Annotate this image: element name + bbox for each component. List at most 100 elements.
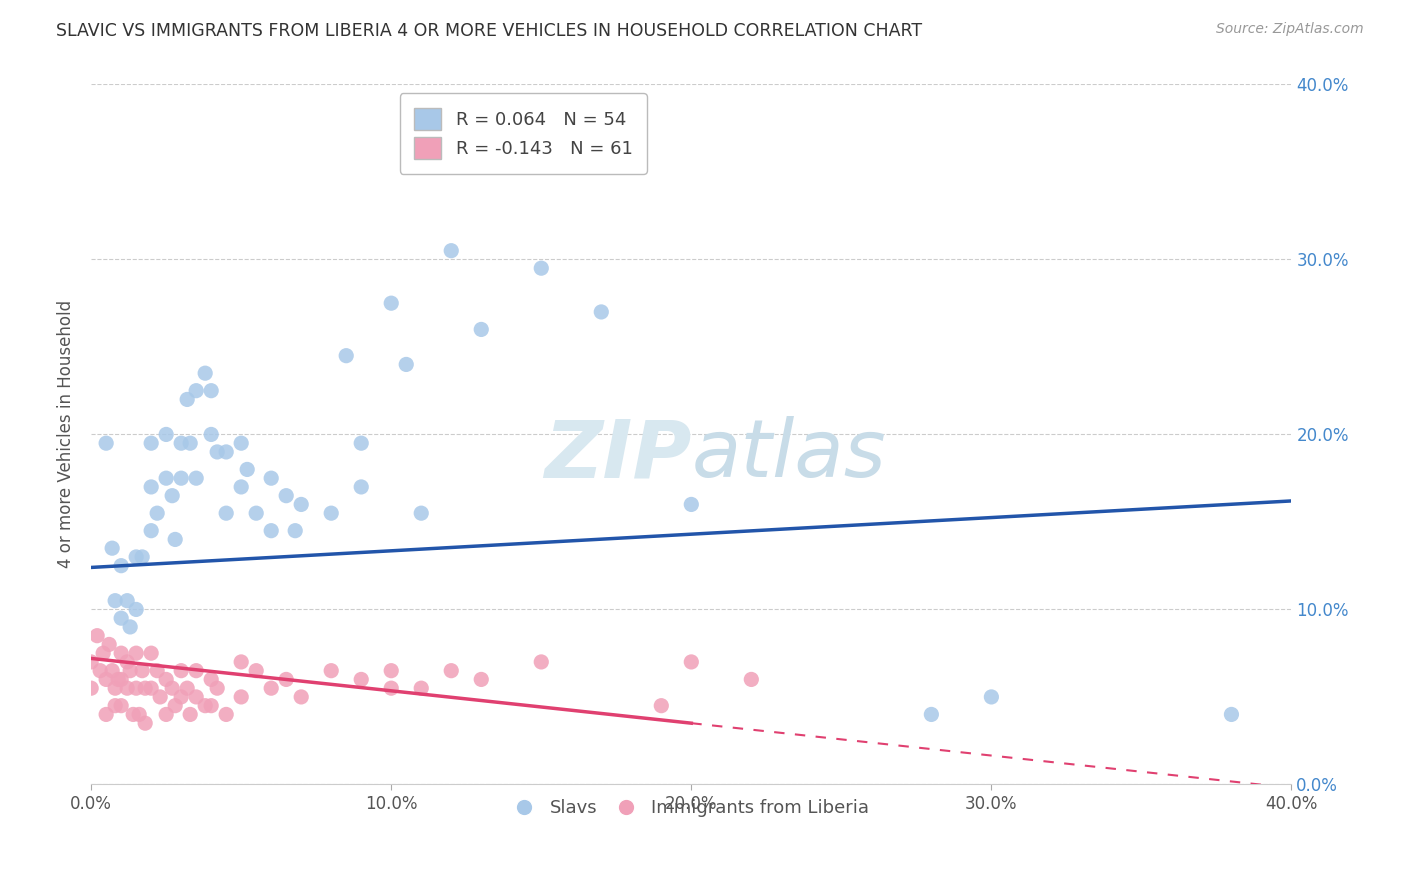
Point xyxy=(115,681,138,696)
Point xyxy=(350,673,373,687)
Point xyxy=(186,664,208,678)
Point xyxy=(96,673,118,687)
Point xyxy=(290,498,312,512)
Point xyxy=(165,533,187,547)
Point xyxy=(350,436,373,450)
Point xyxy=(200,427,222,442)
Point xyxy=(125,602,148,616)
Point xyxy=(681,655,703,669)
Point xyxy=(120,664,142,678)
Point xyxy=(134,716,156,731)
Point xyxy=(470,322,492,336)
Text: Source: ZipAtlas.com: Source: ZipAtlas.com xyxy=(1216,22,1364,37)
Point xyxy=(740,673,762,687)
Point xyxy=(186,690,208,704)
Point xyxy=(411,506,433,520)
Point xyxy=(125,681,148,696)
Point xyxy=(380,664,402,678)
Point xyxy=(128,707,150,722)
Point xyxy=(125,549,148,564)
Text: SLAVIC VS IMMIGRANTS FROM LIBERIA 4 OR MORE VEHICLES IN HOUSEHOLD CORRELATION CH: SLAVIC VS IMMIGRANTS FROM LIBERIA 4 OR M… xyxy=(56,22,922,40)
Y-axis label: 4 or more Vehicles in Household: 4 or more Vehicles in Household xyxy=(58,301,75,568)
Point xyxy=(231,690,253,704)
Point xyxy=(200,698,222,713)
Point xyxy=(260,524,283,538)
Point xyxy=(245,664,267,678)
Point xyxy=(179,707,201,722)
Point xyxy=(176,681,198,696)
Text: atlas: atlas xyxy=(692,417,886,494)
Point xyxy=(131,664,153,678)
Point xyxy=(440,664,463,678)
Point xyxy=(170,471,193,485)
Point xyxy=(186,384,208,398)
Point xyxy=(260,471,283,485)
Point xyxy=(321,664,343,678)
Point xyxy=(179,436,201,450)
Point xyxy=(86,629,108,643)
Point xyxy=(231,436,253,450)
Point xyxy=(104,681,127,696)
Point xyxy=(231,480,253,494)
Point xyxy=(155,471,177,485)
Point xyxy=(131,549,153,564)
Point xyxy=(91,646,114,660)
Point xyxy=(411,681,433,696)
Point xyxy=(681,498,703,512)
Point xyxy=(380,681,402,696)
Point xyxy=(980,690,1002,704)
Point xyxy=(176,392,198,407)
Point xyxy=(115,655,138,669)
Point xyxy=(236,462,259,476)
Point xyxy=(149,690,172,704)
Point xyxy=(134,681,156,696)
Point xyxy=(260,681,283,696)
Point xyxy=(120,620,142,634)
Point xyxy=(141,480,163,494)
Point xyxy=(96,707,118,722)
Point xyxy=(160,489,183,503)
Point xyxy=(107,673,129,687)
Point xyxy=(276,673,298,687)
Point xyxy=(194,698,217,713)
Point xyxy=(146,506,169,520)
Point xyxy=(96,436,118,450)
Point xyxy=(530,261,553,276)
Point xyxy=(200,673,222,687)
Point xyxy=(284,524,307,538)
Point xyxy=(231,655,253,669)
Point xyxy=(155,673,177,687)
Point xyxy=(110,698,132,713)
Legend: Slavs, Immigrants from Liberia: Slavs, Immigrants from Liberia xyxy=(506,792,876,824)
Point xyxy=(350,480,373,494)
Point xyxy=(146,664,169,678)
Point xyxy=(470,673,492,687)
Point xyxy=(290,690,312,704)
Point xyxy=(141,681,163,696)
Point xyxy=(160,681,183,696)
Point xyxy=(110,558,132,573)
Point xyxy=(321,506,343,520)
Text: ZIP: ZIP xyxy=(544,417,692,494)
Point xyxy=(101,664,124,678)
Point xyxy=(650,698,672,713)
Point xyxy=(205,681,228,696)
Point xyxy=(186,471,208,485)
Point xyxy=(395,358,418,372)
Point xyxy=(110,646,132,660)
Point xyxy=(141,646,163,660)
Point xyxy=(215,707,238,722)
Point xyxy=(194,366,217,380)
Point xyxy=(122,707,145,722)
Point xyxy=(215,506,238,520)
Point xyxy=(245,506,267,520)
Point xyxy=(170,690,193,704)
Point xyxy=(155,427,177,442)
Point xyxy=(141,524,163,538)
Point xyxy=(110,611,132,625)
Point xyxy=(920,707,942,722)
Point xyxy=(335,349,357,363)
Point xyxy=(380,296,402,310)
Point xyxy=(89,664,111,678)
Point xyxy=(125,646,148,660)
